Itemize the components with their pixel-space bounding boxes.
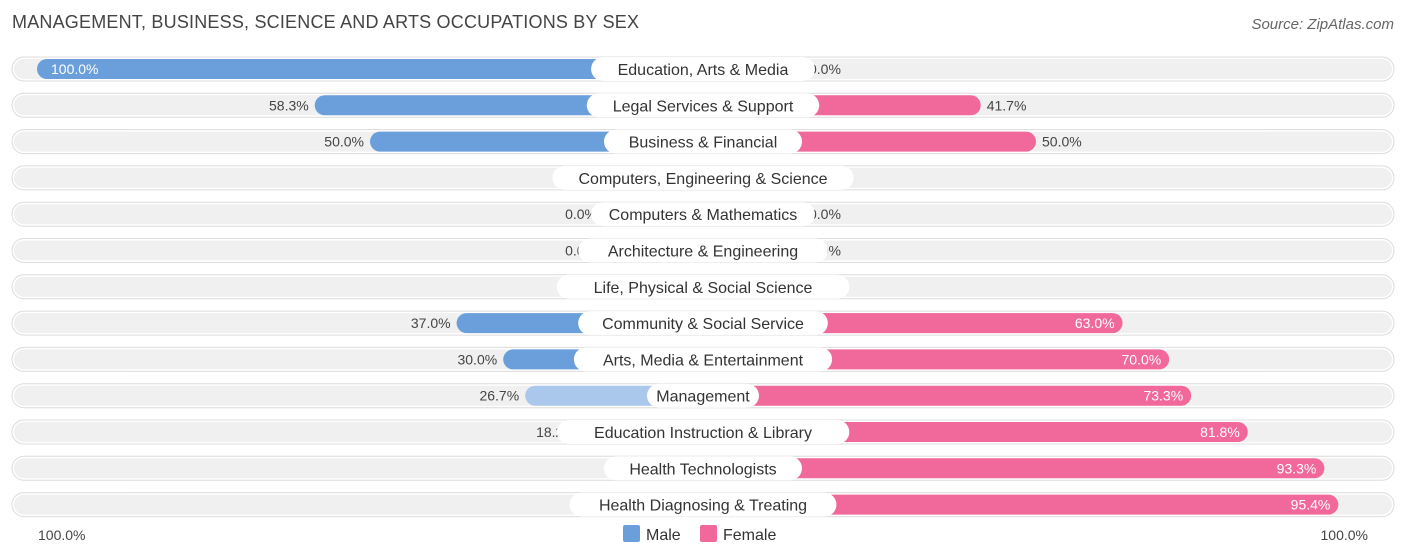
category-label: Computers & Mathematics [609,207,798,224]
female-value-label: 50.0% [1042,134,1082,150]
male-value-label: 58.3% [269,97,309,113]
category-label: Legal Services & Support [613,98,794,115]
category-pill [578,238,828,263]
female-value-label: 0.0% [809,61,841,77]
male-value-label: 0.0% [565,206,597,222]
category-pill [604,129,802,154]
category-label: Architecture & Engineering [608,244,798,261]
female-bar [703,494,1339,515]
category-pill [556,274,850,299]
category-label: Education, Arts & Media [618,62,789,79]
male-value-label: 50.0% [324,134,364,150]
male-value-label: 100.0% [51,61,98,77]
category-pill [552,165,854,190]
female-value-label: 0.0% [809,206,841,222]
axis-left-label: 100.0% [38,527,85,543]
female-value-label: 73.3% [1143,388,1183,404]
category-pill [647,383,759,408]
male-value-label: 37.0% [411,315,451,331]
female-value-label: 95.4% [1291,497,1331,513]
category-label: Life, Physical & Social Science [594,280,813,297]
category-label: Management [656,389,750,406]
category-label: Health Diagnosing & Treating [599,498,807,515]
chart-source: Source: ZipAtlas.com [1251,16,1394,33]
female-value-label: 41.7% [987,97,1027,113]
male-bar [37,59,703,79]
female-value-label: 70.0% [1121,351,1161,367]
category-label: Community & Social Service [602,316,804,333]
legend-swatch-female [700,525,717,542]
category-label: Education Instruction & Library [594,425,812,442]
male-value-label: 30.0% [457,351,497,367]
category-pill [604,456,802,481]
legend-swatch-male [623,525,640,542]
category-pill [591,202,815,227]
category-label: Computers, Engineering & Science [578,171,827,188]
category-label: Business & Financial [629,135,778,152]
chart-title: MANAGEMENT, BUSINESS, SCIENCE AND ARTS O… [12,12,640,32]
legend-label-female: Female [723,527,776,544]
category-pill [569,492,837,517]
female-value-label: 81.8% [1200,424,1240,440]
category-pill [591,57,815,81]
female-value-label: 93.3% [1277,460,1317,476]
category-pill [586,93,820,118]
category-pill [578,311,828,336]
legend-label-male: Male [646,527,681,544]
male-value-label: 26.7% [479,388,519,404]
category-label: Arts, Media & Entertainment [603,352,804,369]
axis-right-label: 100.0% [1321,527,1368,543]
female-bar [703,458,1325,479]
female-value-label: 63.0% [1075,315,1115,331]
category-pill [556,420,850,444]
category-label: Health Technologists [629,461,776,478]
category-pill [573,347,833,372]
female-bar [703,385,1192,406]
